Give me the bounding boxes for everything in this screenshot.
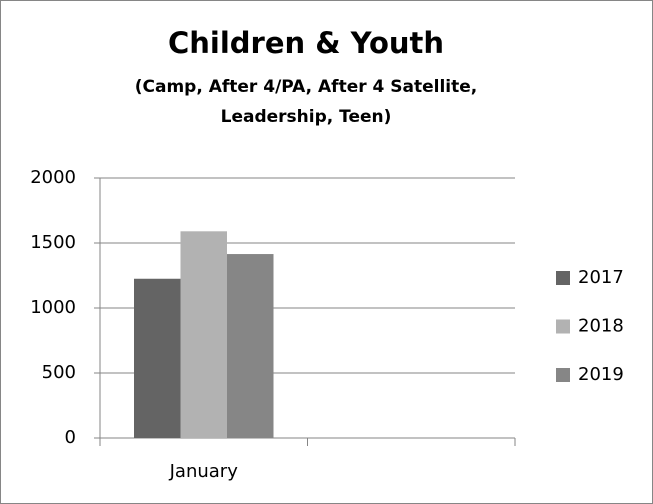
legend-swatch [556,319,570,334]
y-tick-label: 2000 [30,167,76,188]
bar [180,231,227,438]
y-tick-label: 1000 [30,297,76,318]
chart-subtitle: Leadership, Teen) [221,107,392,127]
bar [134,278,181,438]
chart-subtitle: (Camp, After 4/PA, After 4 Satellite, [135,77,478,97]
x-tick-label: January [169,461,239,482]
bar [227,254,274,438]
legend-label: 2018 [578,316,624,337]
legend-label: 2017 [578,267,624,288]
y-tick-label: 500 [42,362,76,383]
chart-title: Children & Youth [168,26,444,60]
legend-label: 2019 [578,364,624,385]
legend-swatch [556,368,570,382]
y-tick-label: 1500 [30,232,76,253]
legend-swatch [556,271,570,285]
y-tick-label: 0 [65,427,76,448]
